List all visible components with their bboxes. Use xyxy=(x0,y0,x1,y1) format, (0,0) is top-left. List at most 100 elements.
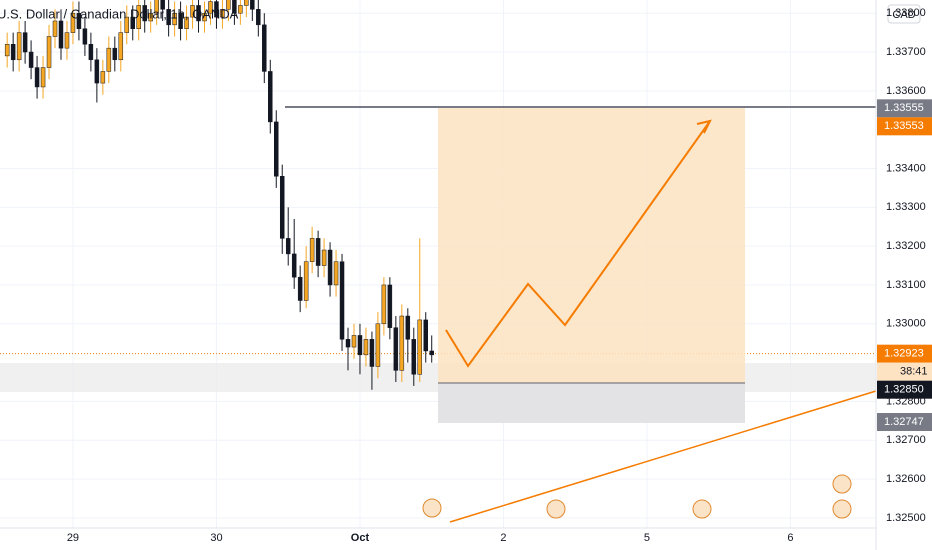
candle-body xyxy=(417,319,423,375)
candle-body xyxy=(232,0,237,14)
candle-body xyxy=(214,1,219,18)
candle-body xyxy=(429,350,434,356)
price-label: 1.33553 xyxy=(884,120,924,132)
candle-body xyxy=(423,319,428,352)
candle-body xyxy=(118,32,124,61)
candle-body xyxy=(196,5,201,22)
events xyxy=(422,474,852,519)
candle-body xyxy=(202,12,207,22)
candle-body xyxy=(345,339,351,348)
candle-body xyxy=(226,0,231,10)
x-tick-label: 29 xyxy=(67,532,79,544)
candle-body xyxy=(303,261,309,301)
candle-body xyxy=(148,12,153,22)
candle-body xyxy=(64,32,70,49)
candle-body xyxy=(178,12,183,29)
price-label: 1.32923 xyxy=(884,348,924,360)
candle-body xyxy=(405,315,411,340)
candle-body xyxy=(357,335,363,356)
price-label: 1.32850 xyxy=(884,384,924,396)
candle-body xyxy=(88,44,94,61)
event-icon[interactable] xyxy=(692,499,712,519)
candle-body xyxy=(351,335,357,348)
x-tick-label: 30 xyxy=(210,532,222,544)
candle-body xyxy=(70,12,76,33)
countdown: 38:41 xyxy=(900,366,928,378)
candle-body xyxy=(411,339,417,375)
event-icon[interactable] xyxy=(832,474,852,494)
price-label-box xyxy=(877,117,932,136)
projection-box xyxy=(438,106,745,383)
candle-body xyxy=(190,5,195,18)
stop-box xyxy=(438,383,745,423)
event-icon[interactable] xyxy=(832,499,852,519)
candle-body xyxy=(244,0,249,6)
candle-body xyxy=(297,276,303,301)
candle-body xyxy=(333,261,339,286)
event-icon[interactable] xyxy=(546,499,566,519)
arrow-head xyxy=(696,119,712,134)
candle-body xyxy=(399,315,405,371)
y-tick-label: 1.33700 xyxy=(886,46,926,58)
candle-body xyxy=(16,32,22,61)
candle-body xyxy=(262,24,267,72)
candle-body xyxy=(309,238,315,262)
x-tick-label: 6 xyxy=(787,532,793,544)
candle-body xyxy=(124,16,130,33)
y-tick-label: 1.33100 xyxy=(886,279,926,291)
candle-body xyxy=(208,1,213,14)
candle-body xyxy=(34,67,40,88)
candle-body xyxy=(387,284,393,328)
currency-box[interactable] xyxy=(887,4,921,24)
candle-body xyxy=(285,238,291,255)
candle-body xyxy=(256,9,261,26)
candle-body xyxy=(28,51,34,68)
price-label-box xyxy=(877,413,932,432)
candle-body xyxy=(184,16,189,29)
price-label-box xyxy=(877,380,932,399)
candle-body xyxy=(130,16,135,29)
event-icon[interactable] xyxy=(422,498,442,518)
candle-body xyxy=(154,0,159,14)
candle-body xyxy=(274,121,279,177)
y-tick-label: 1.32600 xyxy=(886,473,926,485)
candle-body xyxy=(10,44,16,61)
candle-body xyxy=(339,261,345,340)
candle-body xyxy=(100,71,106,84)
candle-body xyxy=(52,20,58,37)
y-tick-label: 1.32500 xyxy=(886,512,926,524)
candle-body xyxy=(106,47,112,72)
candle-body xyxy=(315,238,321,266)
y-tick-label: 1.33000 xyxy=(886,318,926,330)
candle-body xyxy=(381,284,387,325)
chart-title: U.S. Dollar / Canadian Dollar, 1h, OANDA xyxy=(0,6,239,21)
candle-body xyxy=(58,20,64,49)
y-tick-label: 1.33600 xyxy=(886,85,926,97)
price-label: 1.32747 xyxy=(884,416,924,428)
y-tick-label: 1.33400 xyxy=(886,162,926,174)
candle-body xyxy=(4,44,10,57)
candle-body xyxy=(112,47,118,61)
candle-body xyxy=(369,339,375,367)
candle-body xyxy=(363,339,369,356)
candle-body xyxy=(76,12,82,29)
candle-body xyxy=(40,67,46,88)
price-label: 1.33555 xyxy=(884,102,924,114)
countdown-box xyxy=(877,362,932,381)
candle-body xyxy=(291,253,297,278)
x-tick-label: 5 xyxy=(644,532,650,544)
trend-line xyxy=(449,390,877,523)
candle-body xyxy=(393,327,399,371)
candle-body xyxy=(220,9,225,18)
candle-body xyxy=(327,249,333,286)
y-tick-label: 1.33200 xyxy=(886,240,926,252)
candle-body xyxy=(375,323,381,367)
currency: CAD xyxy=(892,9,915,21)
candle-body xyxy=(172,12,177,26)
candle-body xyxy=(94,59,100,84)
candle-body xyxy=(321,249,327,266)
candle-body xyxy=(238,5,243,14)
x-tick-label: 2 xyxy=(500,532,506,544)
